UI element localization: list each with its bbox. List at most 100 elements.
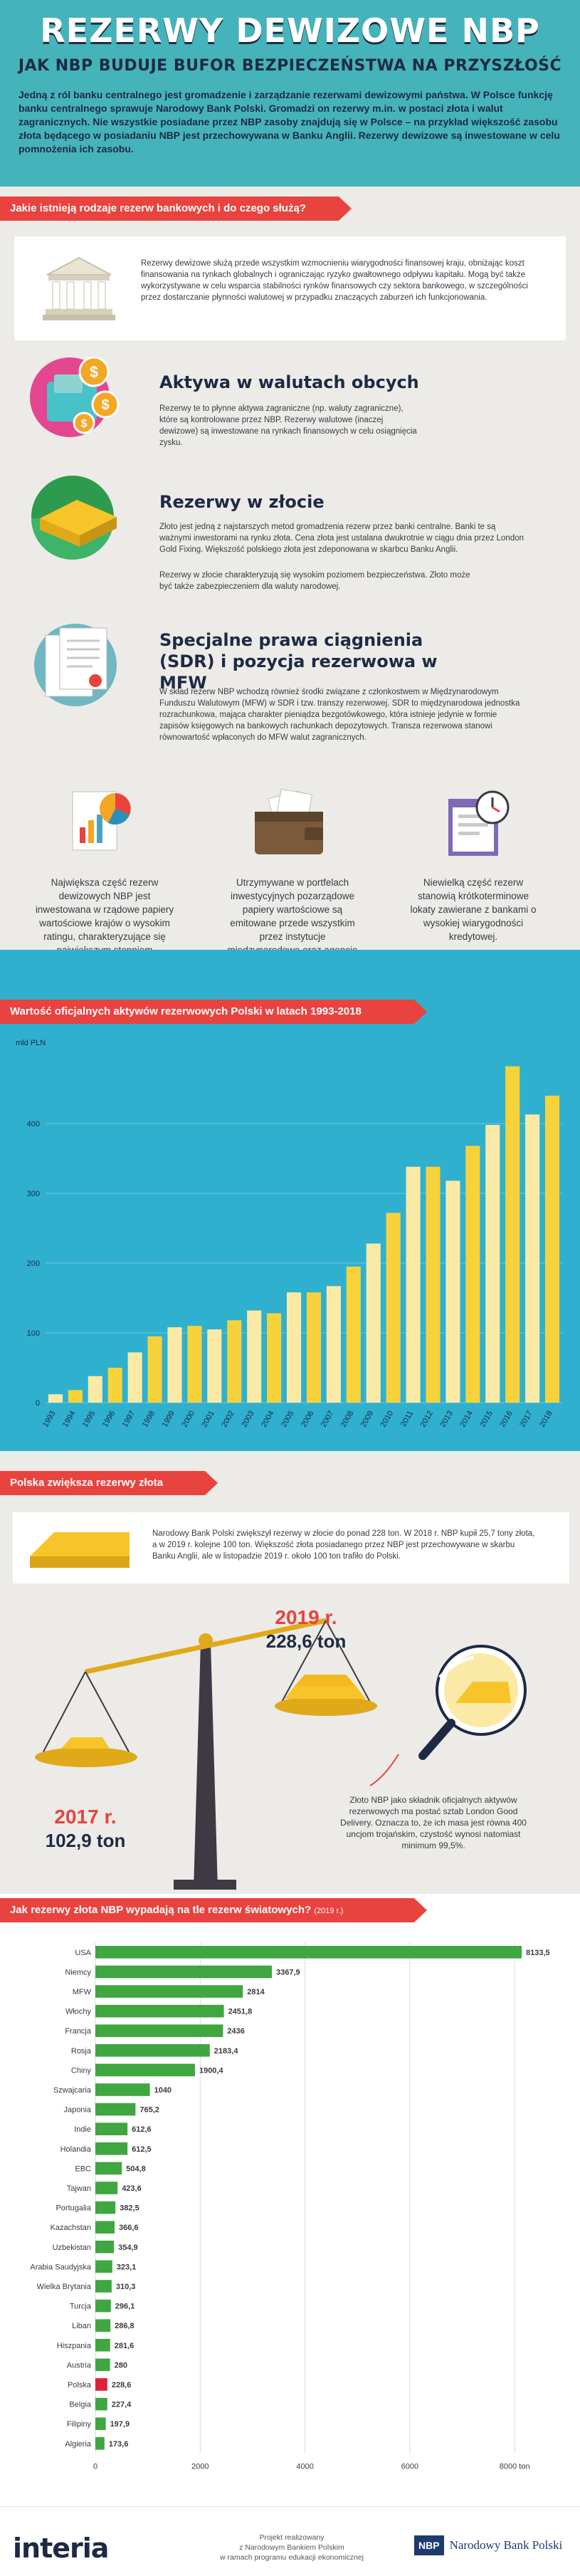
y-tick-label: 200 [27,1260,40,1268]
value-label: 2183,4 [214,2047,239,2056]
documents-icon [34,624,117,706]
value-label: 281,6 [115,2342,135,2350]
category-label: MFW [73,1988,92,1996]
bar [95,2319,111,2332]
bar [187,1326,202,1403]
bar [127,1352,142,1403]
section4-heading-suffix: (2019 r.) [314,1907,344,1915]
category-label: Portugalia [56,2204,91,2213]
section3-info-box: Narodowy Bank Polski zwiększył rezerwy w… [13,1512,569,1583]
x-tick-label: 2015 [478,1410,495,1429]
x-tick-label: 2009 [359,1410,376,1429]
value-label: 1040 [154,2086,172,2095]
bar [95,2162,122,2175]
value-label: 323,1 [117,2263,137,2271]
scale-icon [35,1618,527,1890]
x-tick-label: 2018 [538,1410,554,1429]
bar [95,2024,223,2037]
x-tick-label: 1996 [101,1410,117,1429]
project-text: Projekt realizowany z Narodowym Bankiem … [220,2533,364,2562]
value-label: 354,9 [118,2243,138,2252]
x-tick-label: 2003 [240,1410,256,1429]
y-tick-label: 400 [27,1120,40,1129]
bar [95,2358,110,2372]
category-label: Wielka Brytania [37,2283,92,2291]
bar [326,1286,341,1403]
category-label: Polska [68,2381,92,2389]
bar [95,1946,522,1959]
value-label: 366,6 [119,2224,139,2232]
reserves-bar-chart: mld PLN 0 100 200 300 400 1993 1994 1995 1996 1997… [16,1039,562,1429]
x-tick-label: 2014 [458,1410,475,1429]
bar [406,1166,421,1403]
intro-text: Jedną z ról banku centralnego jest groma… [19,89,560,155]
bar [95,2142,128,2155]
x-tick-label: 2008 [339,1410,356,1429]
x-tick-label: 1994 [61,1410,78,1429]
category-label: Kazachstan [51,2224,91,2232]
value-label: 612,5 [132,2145,152,2154]
section1-heading: Jakie istnieją rodzaje rezerw bankowych … [0,197,352,221]
bar [95,2417,106,2430]
bar [95,2182,118,2194]
value-label: 296,1 [115,2303,135,2311]
clock-calendar-icon [448,790,510,856]
bar [505,1066,520,1403]
bar [386,1213,401,1403]
category-label: Rosja [71,2047,92,2056]
value-label: 228,6 [112,2381,132,2389]
world-gold-bar-chart: 0 2000 4000 6000 8000 ton USA 8133,5 Niemcy 3367… [30,1942,550,2471]
interia-logo[interactable]: interia [13,2533,109,2564]
bar [286,1292,302,1403]
y-tick-label: 100 [27,1329,40,1338]
bar [95,1985,243,1998]
bank-building-icon [43,256,115,320]
column3-text: Niewielką część rezerw stanowią krótkote… [410,877,537,942]
bar [147,1336,162,1403]
bar [95,2241,115,2253]
x-tick-label: 2004 [260,1410,276,1429]
value-label: 280 [115,2361,127,2370]
value-label: 765,2 [139,2106,159,2115]
page-title: REZERWY DEWIZOWE NBP [40,11,540,50]
section1-box-text: Rezerwy dewizowe służą przede wszystkim … [141,259,528,302]
value-label: 612,6 [132,2125,152,2134]
bar [95,2044,210,2057]
item1-text: Rezerwy te to płynne aktywa zagraniczne … [159,404,417,447]
bar [95,2083,150,2096]
bar [95,2063,195,2077]
section3-box-text: Narodowy Bank Polski zwiększył rezerwy w… [152,1529,535,1561]
value-label: 1900,4 [199,2066,224,2075]
x-tick-label: 2017 [518,1410,534,1429]
header-band: REZERWY DEWIZOWE NBP JAK NBP BUDUJE BUFO… [0,0,580,187]
bar [445,1180,460,1403]
bar [525,1114,540,1403]
category-label: Niemcy [65,1968,91,1976]
bar [485,1124,500,1403]
category-label: Szwajcaria [53,2086,92,2095]
value-label: 504,8 [126,2164,146,2173]
bar [95,2122,128,2135]
bar [167,1327,182,1403]
page-subtitle: JAK NBP BUDUJE BUFOR BEZPIECZEŃSTWA NA P… [18,57,562,75]
x-tick-label: 8000 ton [500,2463,530,2471]
item1-title: Aktywa w walutach obcych [159,372,419,392]
nbp-logo[interactable]: NBP Narodowy Bank Polski [414,2535,562,2555]
svg-text:$: $ [90,363,98,381]
y-tick-label: 300 [27,1190,40,1198]
section3-note: Złoto NBP jako składnik oficjalnych akty… [340,1795,527,1850]
wallet-icon [255,788,323,854]
value-label: 2436 [227,2027,244,2036]
value-label: 227,4 [112,2401,132,2409]
bar [95,2299,111,2313]
y-tick-label: 0 [36,1399,40,1408]
section1-info-box: Rezerwy dewizowe służą przede wszystkim … [14,236,566,340]
x-tick-label: 2016 [498,1410,515,1429]
category-label: Arabia Saudyjska [30,2263,91,2271]
x-tick-label: 1999 [160,1410,176,1429]
bar [95,2103,136,2116]
x-tick-label: 2013 [438,1410,455,1429]
section3-heading: Polska zwiększa rezerwy złota [0,1471,218,1495]
right-pan-year: 2019 r. [275,1606,337,1628]
